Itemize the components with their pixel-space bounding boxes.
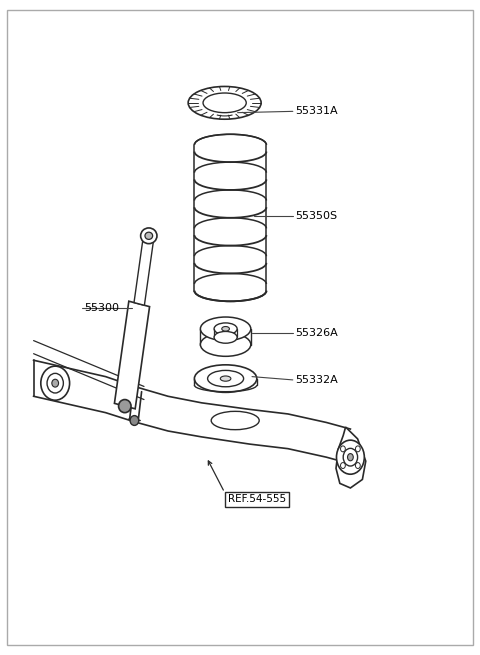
Ellipse shape	[119, 400, 131, 413]
Ellipse shape	[336, 440, 364, 474]
Ellipse shape	[188, 86, 261, 119]
Polygon shape	[336, 427, 366, 488]
Ellipse shape	[203, 93, 246, 113]
Ellipse shape	[222, 326, 229, 331]
Polygon shape	[134, 234, 154, 305]
Ellipse shape	[214, 323, 237, 335]
Ellipse shape	[340, 446, 345, 452]
Ellipse shape	[201, 333, 251, 356]
Text: 55326A: 55326A	[295, 328, 338, 338]
Ellipse shape	[207, 371, 244, 386]
Text: 55331A: 55331A	[295, 106, 338, 117]
Ellipse shape	[141, 228, 157, 244]
Ellipse shape	[211, 411, 259, 430]
Ellipse shape	[145, 233, 153, 240]
Ellipse shape	[348, 453, 353, 461]
Ellipse shape	[356, 462, 360, 468]
Ellipse shape	[340, 462, 345, 468]
Text: 55300: 55300	[84, 303, 119, 313]
Ellipse shape	[52, 379, 59, 387]
Ellipse shape	[194, 365, 257, 392]
Text: 55332A: 55332A	[295, 375, 338, 385]
Ellipse shape	[47, 373, 63, 393]
Ellipse shape	[201, 317, 251, 341]
Text: REF.54-555: REF.54-555	[228, 494, 286, 504]
Ellipse shape	[356, 446, 360, 452]
Text: 55350S: 55350S	[295, 211, 337, 221]
Ellipse shape	[343, 448, 358, 466]
Ellipse shape	[41, 366, 70, 400]
Polygon shape	[114, 301, 150, 409]
Ellipse shape	[130, 416, 139, 426]
Ellipse shape	[214, 331, 237, 343]
Ellipse shape	[220, 376, 231, 381]
